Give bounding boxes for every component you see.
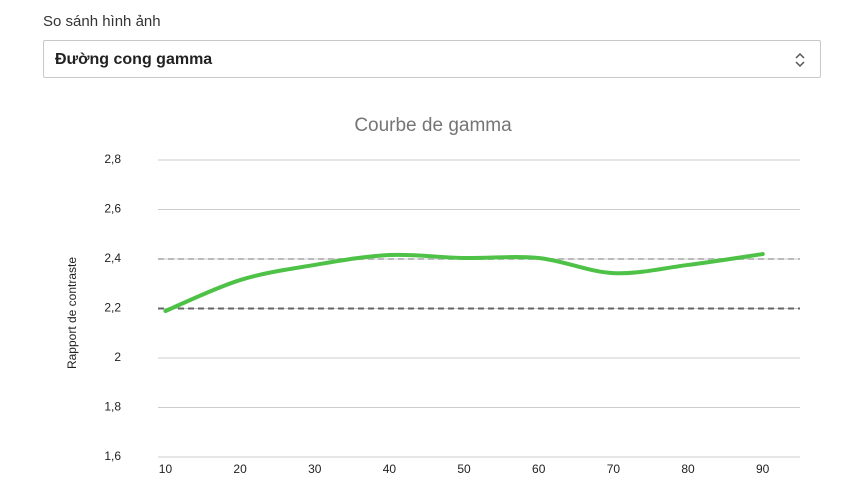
select-value: Đường cong gamma bbox=[55, 51, 213, 68]
x-tick-label: 60 bbox=[532, 462, 546, 476]
x-tick-label: 10 bbox=[159, 462, 173, 476]
y-tick-label: 2,6 bbox=[104, 202, 121, 216]
y-tick-label: 2,2 bbox=[104, 301, 121, 315]
x-tick-label: 50 bbox=[457, 462, 471, 476]
x-tick-label: 40 bbox=[383, 462, 397, 476]
y-tick-label: 1,8 bbox=[104, 400, 121, 414]
x-tick-label: 90 bbox=[756, 462, 770, 476]
x-tick-label: 30 bbox=[308, 462, 322, 476]
select-box[interactable]: Đường cong gamma bbox=[43, 40, 821, 78]
y-tick-label: 1,6 bbox=[104, 449, 121, 463]
x-tick-label: 70 bbox=[607, 462, 621, 476]
y-tick-label: 2 bbox=[114, 350, 121, 364]
y-tick-label: 2,8 bbox=[104, 152, 121, 166]
y-tick-label: 2,4 bbox=[104, 251, 121, 265]
data-line bbox=[163, 252, 765, 313]
y-axis-label: Rapport de contraste bbox=[65, 257, 79, 369]
chart-title: Courbe de gamma bbox=[354, 115, 512, 136]
x-tick-label: 80 bbox=[681, 462, 695, 476]
field-label: So sánh hình ảnh bbox=[43, 13, 161, 30]
select-chevron bbox=[795, 52, 805, 68]
x-tick-label: 20 bbox=[233, 462, 247, 476]
